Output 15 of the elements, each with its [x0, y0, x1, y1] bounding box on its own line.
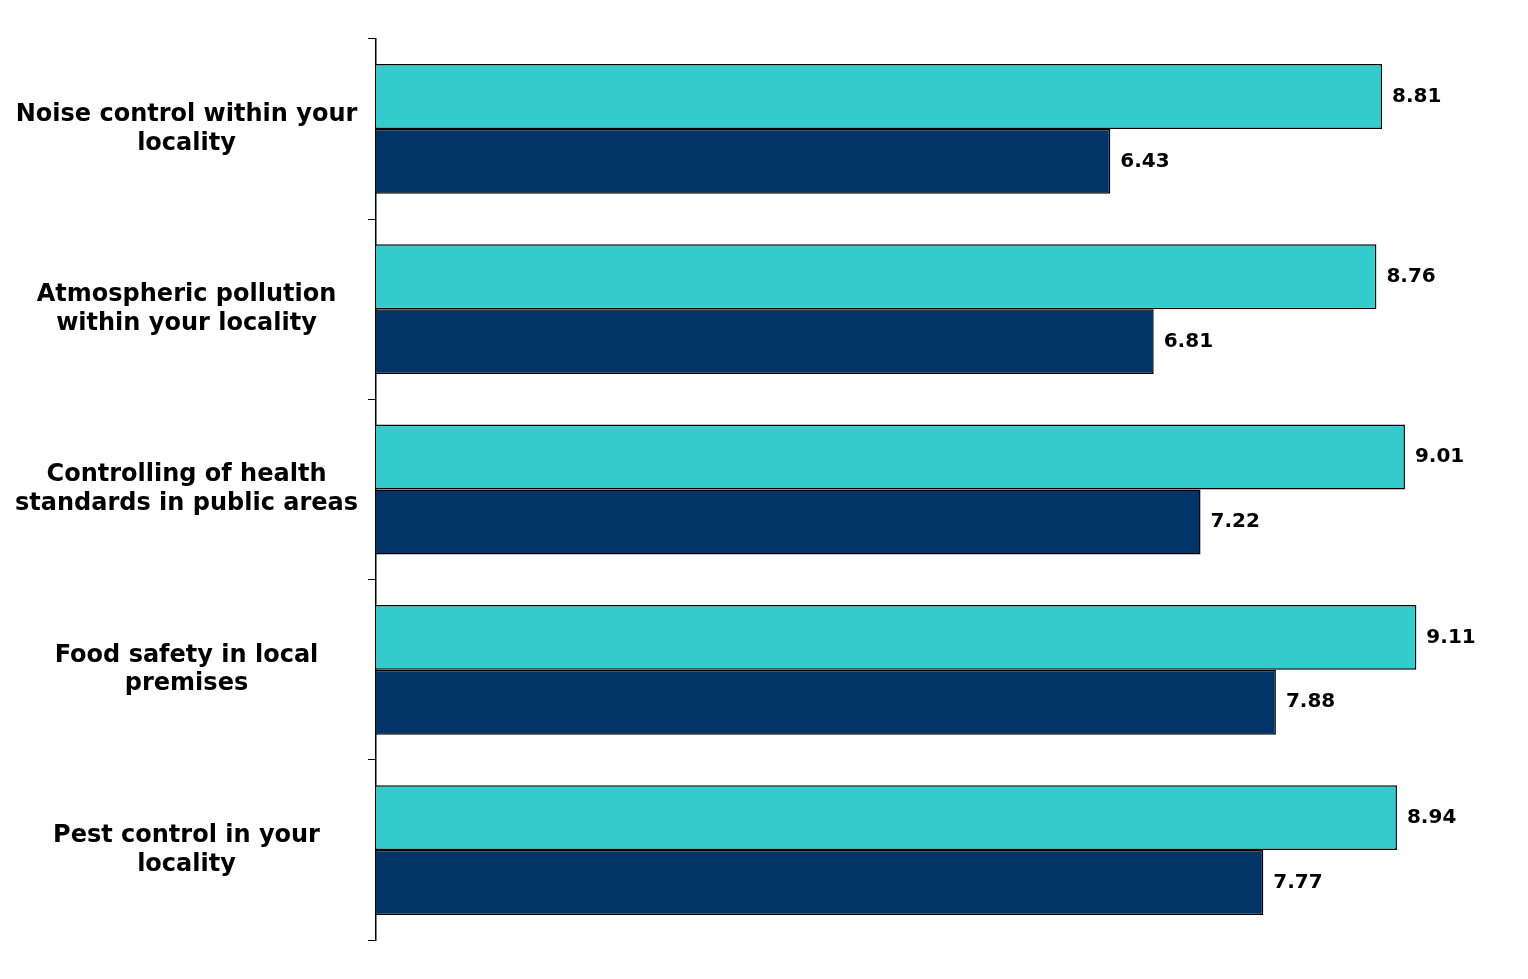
- data-label: 8.81: [1392, 82, 1442, 107]
- y-tick-label: Atmospheric pollution within your locality: [36, 279, 337, 336]
- data-label: 9.11: [1426, 623, 1476, 648]
- data-label: 6.43: [1120, 147, 1170, 172]
- y-tick-label: Pest control in your locality: [53, 819, 321, 877]
- y-tick-label: Noise control within your locality: [15, 98, 358, 156]
- data-label: 7.77: [1273, 868, 1323, 893]
- y-tick-label: Food safety in local premises: [54, 639, 319, 697]
- data-label: 8.94: [1406, 803, 1457, 828]
- data-label: 7.88: [1285, 688, 1336, 713]
- data-label: 6.81: [1163, 327, 1214, 352]
- data-label: 7.22: [1210, 508, 1260, 533]
- y-tick-label: Controlling of health standards in public areas: [15, 459, 359, 517]
- data-label: 8.76: [1386, 262, 1436, 287]
- data-label: 9.01: [1414, 443, 1465, 468]
